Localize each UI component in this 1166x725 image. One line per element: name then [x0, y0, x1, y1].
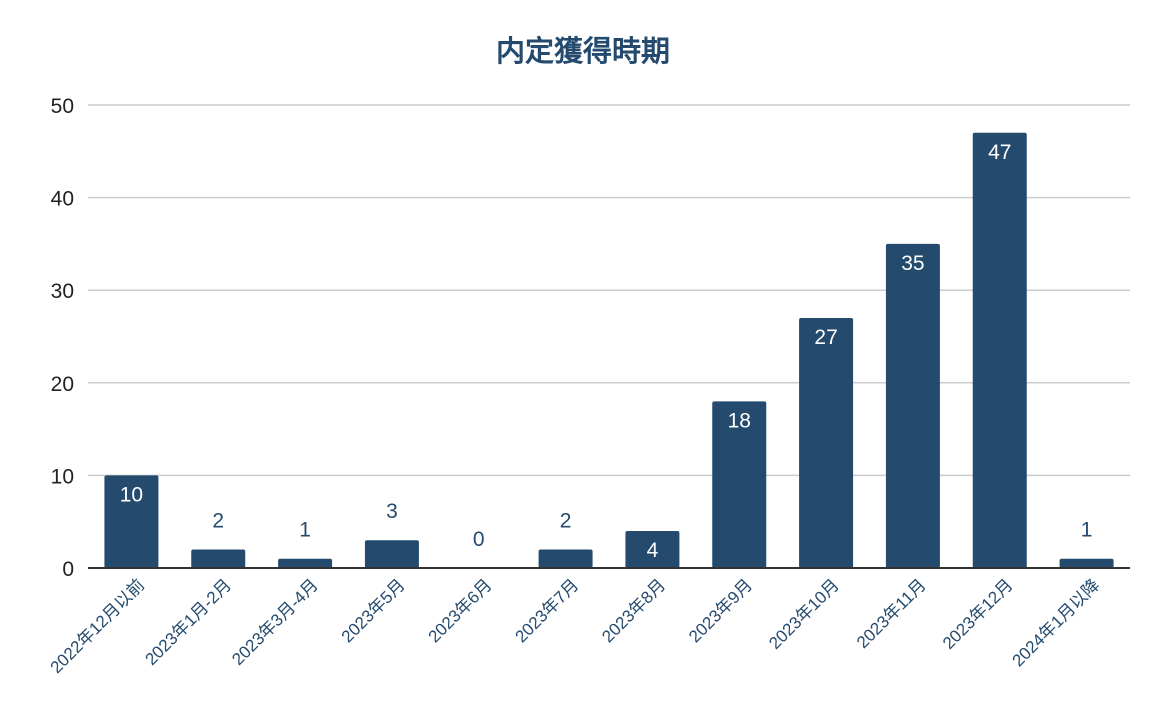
- data-labels: 10 2 1 3 0 2 4 18 27 35 47 1: [120, 141, 1093, 562]
- x-tick-label: 2023年12月: [939, 575, 1017, 653]
- bar: [799, 317, 854, 568]
- data-label: 10: [120, 483, 143, 506]
- x-tick-label: 2023年8月: [598, 575, 669, 646]
- x-tick-label: 2023年1月-2月: [141, 575, 235, 669]
- x-tick-label: 2024年1月以降: [1008, 575, 1103, 670]
- bar: [712, 401, 767, 568]
- bar: [1059, 558, 1114, 568]
- bar: [538, 549, 593, 568]
- x-tick-label: 2023年3月-4月: [228, 575, 322, 669]
- data-label: 0: [473, 528, 485, 551]
- y-axis-ticks: 0 10 20 30 40 50: [51, 95, 74, 581]
- data-label: 47: [988, 141, 1011, 164]
- bar: [625, 530, 680, 568]
- x-tick-label: 2023年9月: [685, 575, 756, 646]
- data-label: 4: [647, 539, 659, 562]
- y-tick-label: 0: [62, 558, 74, 581]
- data-label: 18: [728, 409, 751, 432]
- bar: [885, 243, 940, 568]
- y-tick-label: 50: [51, 95, 74, 118]
- data-label: 1: [299, 519, 311, 542]
- data-label: 35: [901, 252, 924, 275]
- y-tick-label: 10: [51, 465, 74, 488]
- chart-title: 内定獲得時期: [495, 34, 670, 68]
- bar: [972, 132, 1027, 568]
- data-label: 3: [386, 500, 398, 523]
- bars: [104, 132, 1114, 568]
- x-tick-label: 2023年5月: [338, 575, 409, 646]
- y-tick-label: 30: [51, 280, 74, 303]
- gridlines: [88, 104, 1130, 477]
- y-tick-label: 40: [51, 188, 74, 211]
- data-label: 2: [560, 509, 572, 532]
- data-label: 2: [212, 509, 224, 532]
- bar: [278, 558, 333, 568]
- data-label: 27: [814, 326, 837, 349]
- x-tick-label: 2023年11月: [853, 575, 930, 652]
- x-tick-label: 2023年10月: [765, 575, 843, 653]
- x-tick-label: 2023年7月: [512, 575, 583, 646]
- data-label: 1: [1081, 519, 1093, 542]
- bar: [104, 475, 159, 568]
- x-tick-label: 2022年12月以前: [47, 575, 149, 677]
- x-tick-label: 2023年6月: [425, 575, 496, 646]
- bar: [191, 549, 246, 568]
- bar: [364, 540, 419, 568]
- y-tick-label: 20: [51, 373, 74, 396]
